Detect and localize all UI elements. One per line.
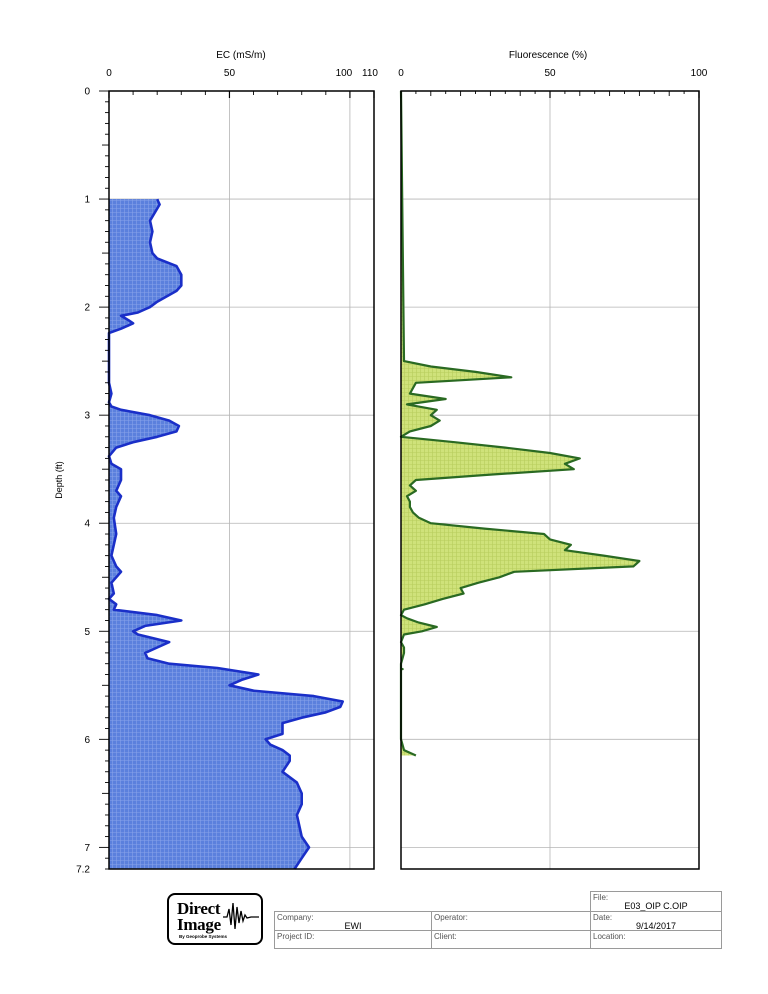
fl-series-point	[401, 667, 404, 671]
ec-panel: 0 50 100 110 0 1 2 3 4 5 6 7 7.2 EC (mS/m) Depth (f…	[54, 50, 378, 876]
ec-y-ticks: 0 1 2 3 4 5 6 7 7.2	[76, 87, 109, 876]
ec-x-tick-label: 50	[224, 68, 236, 79]
location-cell: Location:	[590, 930, 722, 949]
operator-cell: Operator:	[431, 911, 591, 931]
depth-tick-label: 3	[84, 411, 90, 422]
project-id-cell: Project ID:	[274, 930, 432, 949]
fl-x-ticks: 0 50 100	[398, 68, 708, 98]
depth-tick-label: 5	[84, 627, 90, 638]
waveform-icon	[223, 902, 259, 930]
fl-area-layer	[399, 90, 641, 757]
depth-tick-label: 1	[84, 195, 90, 206]
fl-series-line	[399, 90, 641, 757]
file-value: E03_OIP C.OIP	[624, 901, 688, 911]
depth-axis-title: Depth (ft)	[54, 461, 64, 499]
operator-label: Operator:	[434, 913, 468, 922]
logo-subtitle: By Geoprobe Systems	[179, 934, 228, 939]
date-cell: Date: 9/14/2017	[590, 911, 722, 931]
client-label: Client:	[434, 932, 457, 941]
fl-axis-title: Fluorescence (%)	[509, 50, 587, 61]
depth-tick-label: 0	[84, 87, 90, 98]
ec-x-ticks: 0 50 100 110	[106, 68, 378, 98]
ec-axis-title: EC (mS/m)	[216, 50, 265, 61]
depth-tick-label: 7	[84, 843, 90, 854]
ec-x-tick-label: 110	[362, 68, 378, 79]
ec-area-layer	[107, 198, 345, 870]
file-cell: File: E03_OIP C.OIP	[590, 891, 722, 912]
date-value: 9/14/2017	[635, 921, 677, 931]
ec-x-tick-label: 100	[336, 68, 353, 79]
depth-tick-label: 2	[84, 303, 90, 314]
depth-tick-label: 7.2	[76, 865, 90, 876]
project-id-label: Project ID:	[277, 932, 315, 941]
client-cell: Client:	[431, 930, 591, 949]
direct-image-logo: Direct Image By Geoprobe Systems	[167, 893, 263, 945]
fl-x-tick-label: 50	[544, 68, 556, 79]
ec-area-fill	[109, 199, 343, 870]
fl-x-tick-label: 100	[691, 68, 708, 79]
fl-grid	[401, 91, 699, 869]
date-label: Date:	[593, 913, 613, 922]
ec-x-tick-label: 0	[106, 68, 112, 79]
ec-series-line	[107, 198, 345, 870]
info-table: File: E03_OIP C.OIP Company: EWI Operato…	[274, 891, 722, 949]
depth-tick-label: 6	[84, 735, 90, 746]
company-cell: Company: EWI	[274, 911, 432, 931]
logo-text-line2: Image	[177, 915, 221, 934]
depth-tick-label: 4	[84, 519, 90, 530]
company-value: EWI	[344, 921, 362, 931]
logo-text-line1: Direct	[177, 899, 221, 918]
file-label: File:	[593, 893, 609, 902]
location-label: Location:	[593, 932, 626, 941]
fl-x-tick-label: 0	[398, 68, 404, 79]
fluorescence-panel: 0 50 100 Fluorescence (%)	[398, 50, 708, 870]
company-label: Company:	[277, 913, 314, 922]
